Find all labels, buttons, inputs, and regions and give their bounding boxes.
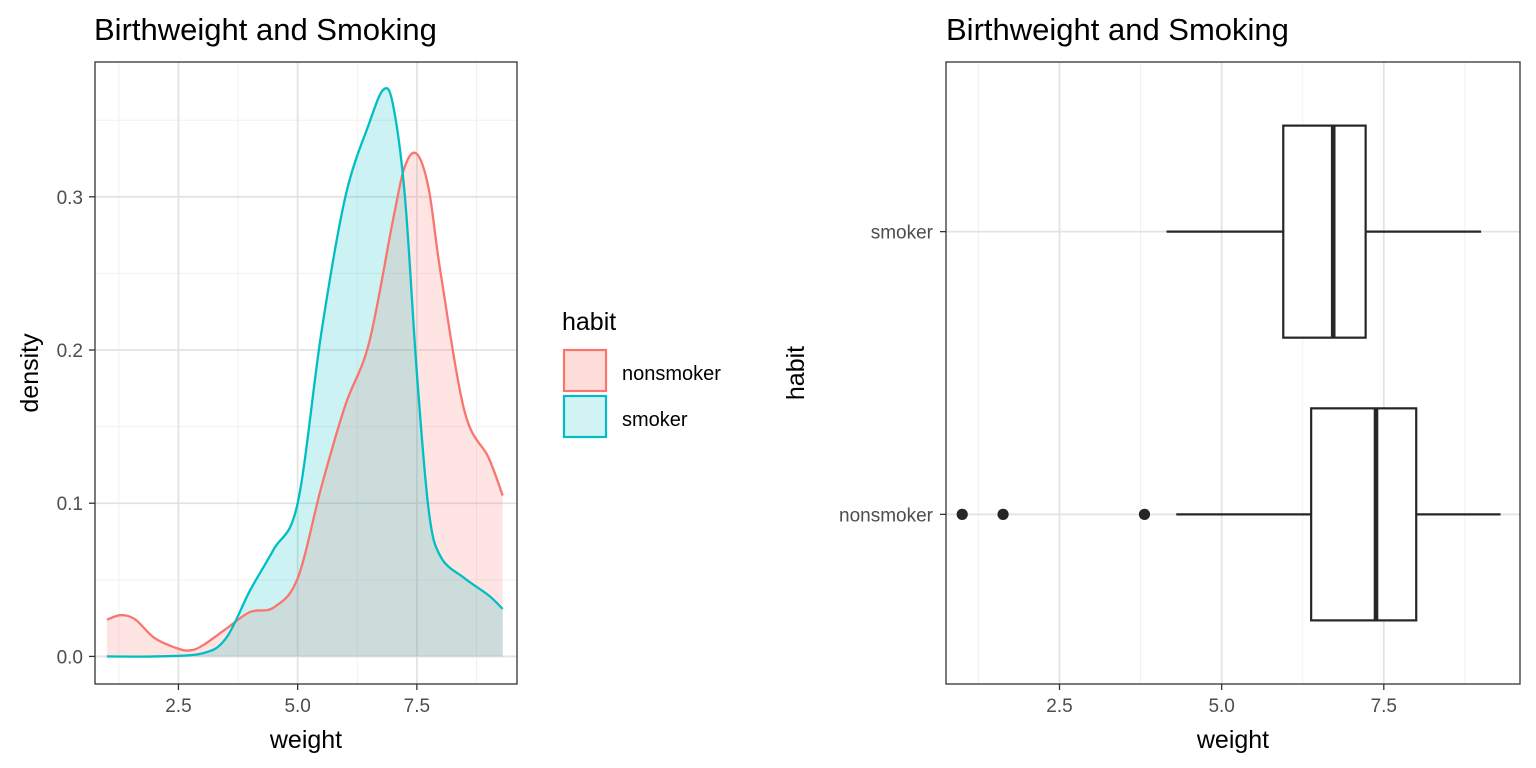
density-panel-border (94, 61, 518, 685)
boxplot-y-tick-label-nonsmoker: nonsmoker (839, 505, 934, 526)
density-line-smoker (106, 87, 504, 658)
boxplot-y-axis-title: habit (782, 346, 810, 400)
boxplot-x-tick-label: 2.5 (1046, 696, 1072, 717)
density-y-axis-title: density (16, 333, 44, 413)
boxplot-panel-border (945, 61, 1521, 685)
density-chart: Birthweight and Smoking 2.5 5.0 7.5 0.0 0.1… (16, 12, 518, 754)
legend-key-nonsmoker (562, 348, 608, 393)
outlier-point-nonsmoker (956, 508, 968, 520)
density-line-nonsmoker (106, 151, 504, 652)
outlier-point-nonsmoker (1138, 508, 1151, 520)
boxplot-boxes (956, 124, 1501, 622)
density-x-tick-label: 5.0 (284, 696, 310, 717)
boxplot-chart: Birthweight and Smoking 2.5 5.0 7.5 smoker… (782, 12, 1521, 754)
legend-key-smoker (562, 394, 608, 439)
density-y-ticks: 0.0 0.1 0.2 0.3 (57, 188, 95, 668)
legend: habit nonsmoker smoker (562, 308, 721, 439)
legend-label-smoker: smoker (622, 409, 688, 431)
density-y-tick-label: 0.2 (57, 341, 83, 362)
boxplot-chart-title: Birthweight and Smoking (946, 12, 1289, 47)
density-x-ticks: 2.5 5.0 7.5 (165, 684, 430, 717)
boxplot-x-ticks: 2.5 5.0 7.5 (1046, 684, 1397, 717)
density-y-tick-label: 0.3 (57, 188, 83, 209)
density-area-smoker (106, 88, 503, 657)
box-nonsmoker (1310, 407, 1418, 622)
density-y-tick-label: 0.0 (57, 647, 83, 668)
box-smoker (1282, 124, 1367, 339)
legend-title: habit (562, 308, 616, 336)
boxplot-x-tick-label: 7.5 (1371, 696, 1397, 717)
outlier-point-nonsmoker (997, 508, 1009, 520)
density-x-axis-title: weight (269, 726, 342, 754)
boxplot-y-tick-label-smoker: smoker (871, 223, 934, 244)
density-chart-title: Birthweight and Smoking (94, 12, 437, 47)
density-areas (106, 87, 504, 658)
boxplot-x-axis-title: weight (1196, 726, 1269, 754)
boxplot-x-tick-label: 5.0 (1208, 696, 1234, 717)
density-grid (95, 62, 517, 684)
density-panel-bg (95, 62, 517, 684)
boxplot-grid (946, 62, 1520, 684)
density-x-tick-label: 2.5 (165, 696, 191, 717)
density-area-nonsmoker (106, 152, 503, 657)
legend-label-nonsmoker: nonsmoker (622, 363, 721, 385)
boxplot-panel-bg (946, 62, 1520, 684)
density-y-tick-label: 0.1 (57, 494, 83, 515)
density-x-tick-label: 7.5 (404, 696, 430, 717)
boxplot-y-ticks: smoker nonsmoker (839, 223, 946, 526)
